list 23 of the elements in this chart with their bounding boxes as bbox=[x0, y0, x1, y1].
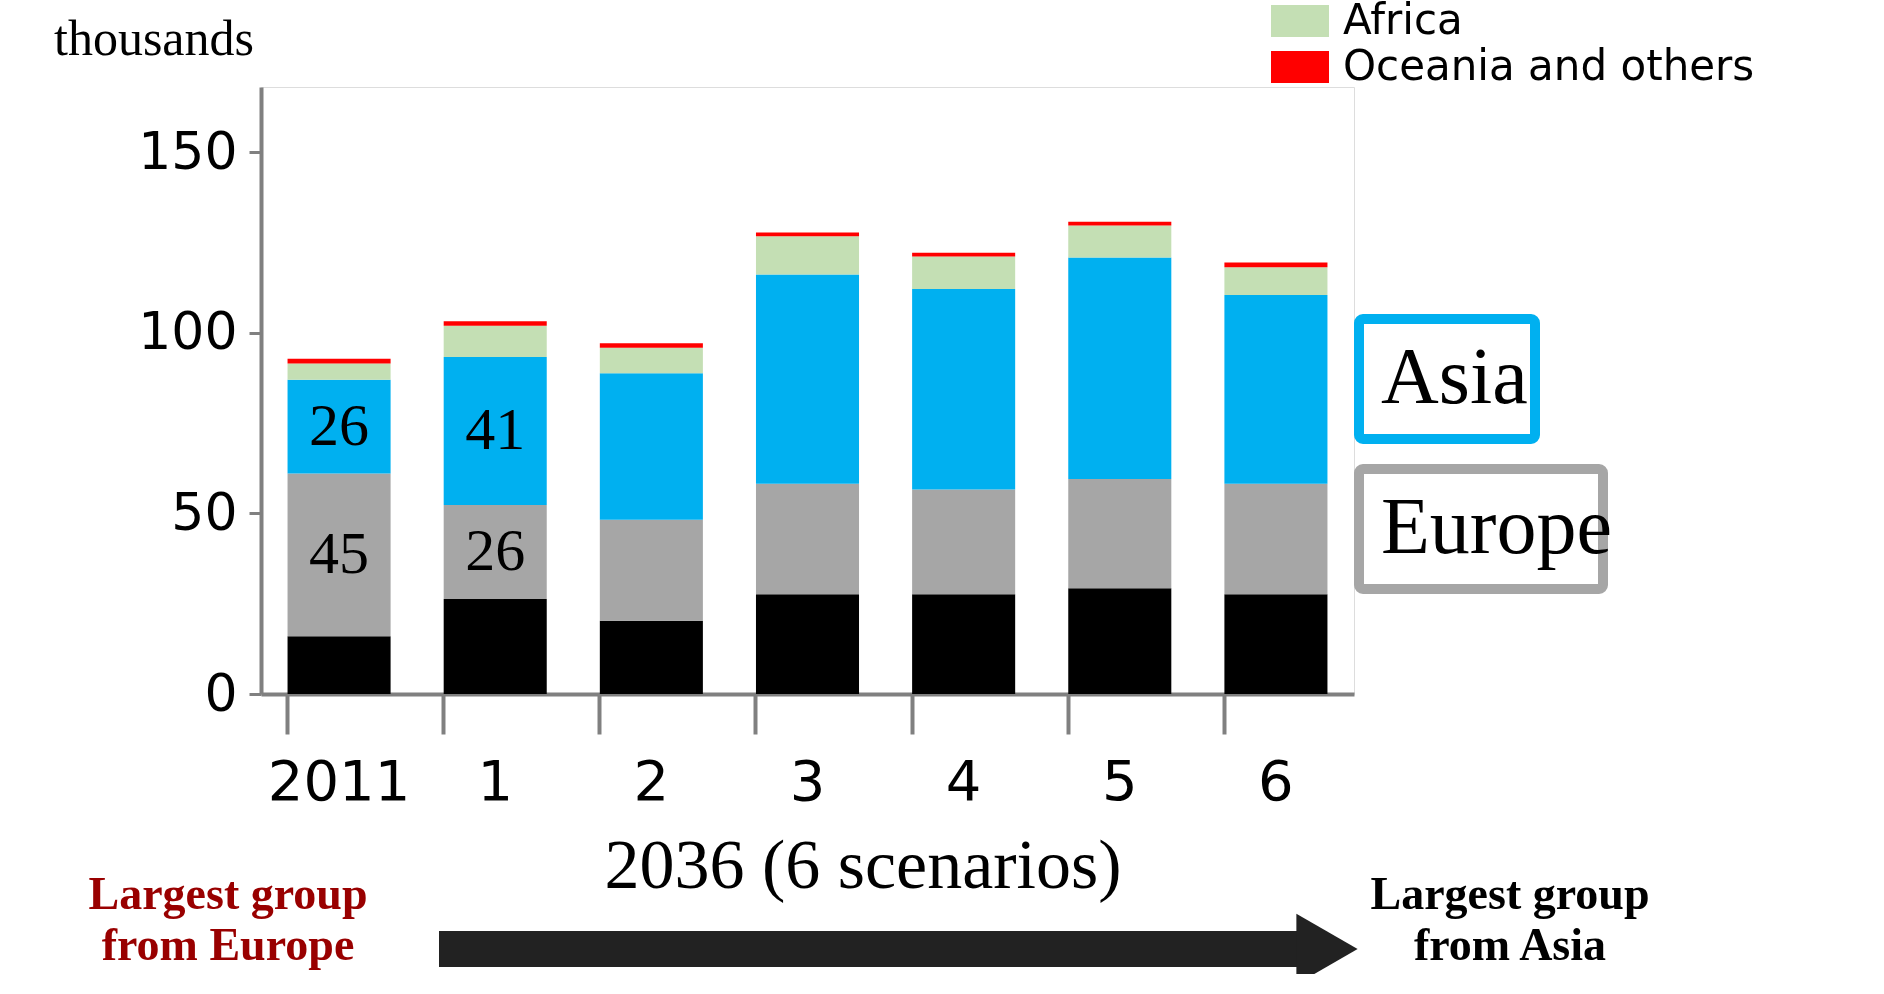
text: Largest group from Asia bbox=[1370, 868, 1650, 970]
x-tick-label: 2011 bbox=[267, 747, 411, 813]
text: Europe bbox=[1381, 482, 1613, 570]
data-label: 26 bbox=[465, 517, 526, 584]
x-axis-title: 2036 (6 scenarios) bbox=[604, 826, 1122, 903]
text: Largest group from Europe bbox=[88, 868, 368, 970]
y-axis-title: thousands bbox=[54, 10, 254, 66]
x-tick-label: 5 bbox=[1101, 747, 1138, 813]
x-tick-label: 3 bbox=[789, 747, 826, 813]
y-tick-label: 150 bbox=[138, 120, 238, 181]
x-tick-label: 2 bbox=[633, 747, 670, 813]
x-tick-label: 1 bbox=[477, 747, 514, 813]
x-tick-label: 4 bbox=[945, 747, 982, 813]
legend-label: Oceania and others bbox=[1343, 41, 1755, 90]
data-label: 41 bbox=[465, 395, 526, 462]
y-tick-label: 100 bbox=[138, 301, 238, 362]
x-tick-label: 6 bbox=[1258, 747, 1294, 813]
legend-label: Africa bbox=[1343, 0, 1463, 44]
y-tick-label: 0 bbox=[204, 662, 238, 723]
data-label: 26 bbox=[309, 391, 370, 458]
y-tick-label: 50 bbox=[171, 481, 238, 542]
text: Asia bbox=[1381, 332, 1528, 420]
data-label: 45 bbox=[309, 519, 370, 586]
